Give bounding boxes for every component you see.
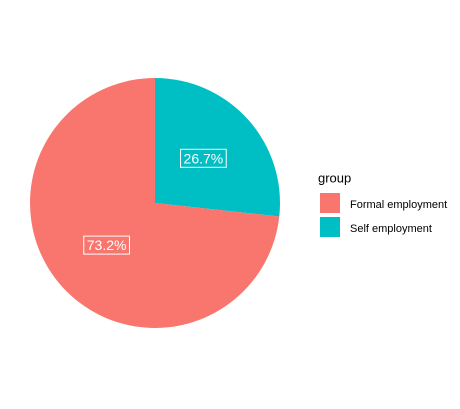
pie-slice	[155, 78, 280, 217]
legend-key	[320, 217, 340, 237]
legend-label: Self employment	[350, 223, 432, 235]
pie-slice	[30, 77, 280, 328]
legend-title: group	[318, 170, 351, 185]
data-label: 26.7%	[184, 150, 224, 166]
label-box	[180, 148, 227, 168]
data-label: 73.2%	[87, 237, 127, 253]
label-box	[83, 235, 130, 255]
legend-key	[320, 193, 340, 213]
legend-label: Formal employment	[350, 199, 447, 211]
